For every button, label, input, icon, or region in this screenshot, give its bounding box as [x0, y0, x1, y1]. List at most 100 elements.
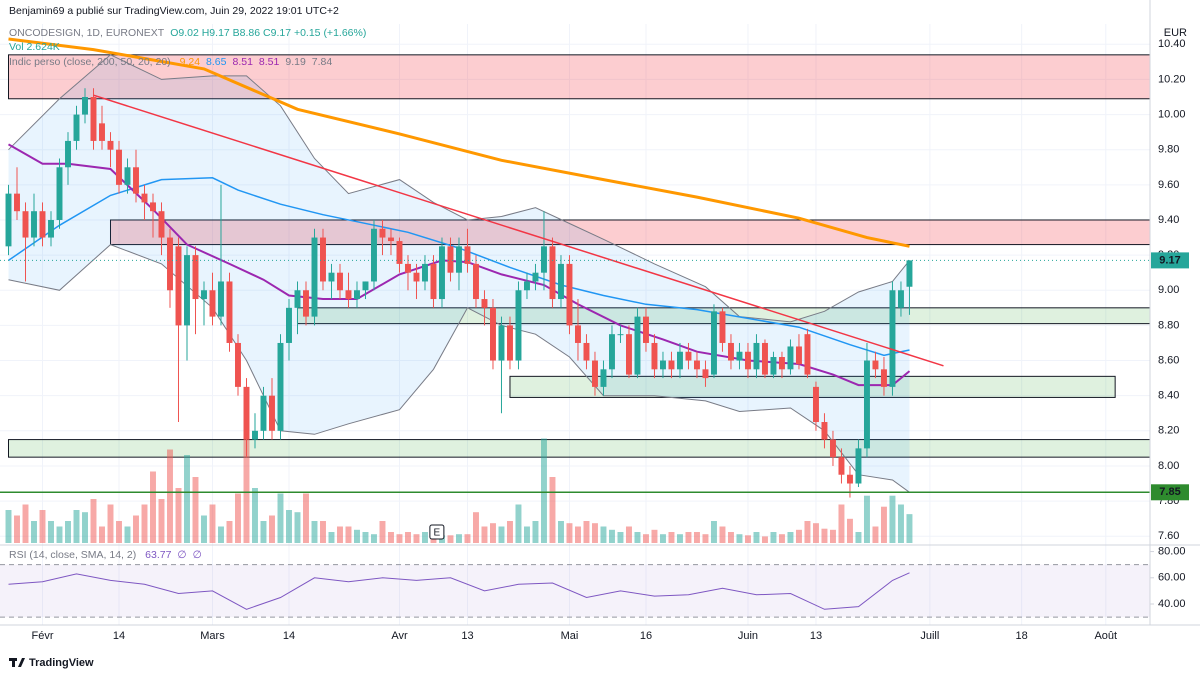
earnings-label: E: [434, 528, 441, 539]
symbol-line: ONCODESIGN, 1D, EURONEXT O9.02 H9.17 B8.8…: [9, 27, 372, 39]
rsi-band: [0, 564, 1150, 618]
indicator-value: 8.51: [232, 56, 253, 68]
annotations: Févr 14 Mars 14 Avr 13 Mai 16 Juin 13 Juill 18 Août 1…: [0, 38, 1189, 642]
volume-bar: [133, 515, 139, 543]
rsi-value: 63.77: [145, 549, 172, 561]
candle-body: [294, 290, 301, 308]
candle-body: [719, 311, 726, 343]
candle-body: [439, 246, 445, 300]
candle-body: [82, 97, 88, 115]
candle-body: [558, 263, 564, 300]
indicator-value: 7.84: [311, 56, 333, 68]
candle-body: [31, 211, 37, 238]
candle-body: [73, 114, 80, 141]
volume-bar: [218, 526, 224, 543]
y-tick-label: 9.60: [1158, 179, 1179, 191]
candle-body: [464, 246, 471, 264]
volume-bar: [812, 523, 819, 543]
footer-brand: TradingView: [29, 657, 94, 669]
volume-bar: [56, 526, 63, 543]
volume-bar: [39, 510, 46, 543]
volume-bar: [719, 526, 726, 543]
volume-bar: [65, 521, 71, 543]
candle-body: [175, 246, 182, 326]
volume-bar: [855, 532, 862, 543]
volume-bar: [685, 532, 692, 543]
candle-body: [481, 299, 488, 308]
candle-body: [447, 246, 454, 273]
candle-body: [141, 193, 148, 203]
candle-body: [5, 193, 12, 247]
volume-bar: [5, 510, 12, 543]
candle-body: [591, 360, 598, 387]
earnings-marker: [429, 524, 445, 540]
volume-bar: [625, 526, 632, 543]
volume-bar: [778, 534, 785, 543]
rsi-line: [8, 572, 910, 610]
indicator-value: 9.24: [179, 56, 201, 68]
rsi-title: RSI (14, close, SMA, 14, 2): [9, 549, 137, 561]
candle-body: [65, 140, 71, 168]
candle-body: [345, 290, 352, 300]
volume-bar: [73, 510, 80, 543]
candle-body: [56, 167, 63, 220]
volume-bar: [498, 526, 505, 543]
volume-bar: [396, 534, 403, 543]
volume-bar: [541, 438, 547, 543]
candle-body: [422, 263, 428, 282]
volume-bar: [642, 534, 649, 543]
price-label: 7.85: [1159, 486, 1180, 498]
candle-body: [167, 237, 173, 291]
volume-bar: [693, 532, 700, 543]
volume-bar: [371, 534, 377, 543]
currency: EUR: [1164, 27, 1187, 39]
candle-body: [116, 149, 122, 185]
volume-bar: [464, 534, 471, 543]
candle-body: [872, 360, 879, 370]
candle-body: [838, 457, 845, 475]
y-tick-label: 9.00: [1158, 284, 1179, 296]
x-tick-label: 16: [640, 630, 652, 642]
candle-body: [524, 281, 530, 291]
x-tick-label: Mai: [561, 630, 579, 642]
candle-body: [659, 360, 666, 370]
volume-bar: [821, 528, 828, 543]
volume-bar: [99, 526, 105, 543]
volume-bar: [515, 504, 522, 543]
moving-average: [8, 37, 910, 248]
candle-body: [39, 211, 46, 238]
volume-bar: [294, 512, 301, 543]
candle-body: [583, 342, 590, 361]
candle-body: [668, 360, 675, 370]
candle-body: [770, 357, 777, 375]
volume-bar: [413, 534, 420, 543]
volume-bar: [736, 534, 743, 543]
candle-body: [829, 439, 836, 458]
candle-body: [184, 255, 190, 326]
volume-bar: [150, 471, 156, 543]
indicator-value: 9.19: [285, 56, 306, 68]
x-tick-label: 13: [810, 630, 822, 642]
volume-bar: [575, 526, 581, 543]
volume-bar: [354, 529, 360, 543]
volume-bar: [184, 455, 190, 543]
candle-body: [99, 123, 105, 141]
candle-body: [158, 211, 165, 238]
candle-body: [736, 351, 743, 361]
candle-body: [22, 211, 29, 238]
volume-bar: [591, 523, 598, 543]
candle-body: [778, 357, 785, 370]
volume-bar: [226, 521, 233, 543]
candle-body: [566, 263, 573, 326]
symbol: ONCODESIGN, 1D, EURONEXT: [9, 27, 165, 39]
indicator-value: 8.51: [258, 56, 280, 68]
x-tick-label: 18: [1016, 630, 1028, 642]
indicator-title: Indic perso (close, 200, 50, 20, 20): [9, 56, 171, 68]
candle-body: [532, 272, 539, 282]
candle-body: [617, 334, 624, 336]
candle-body: [218, 281, 224, 317]
y-tick-label: 8.20: [1158, 425, 1179, 437]
candle-body: [549, 246, 556, 300]
volume-bar: [311, 521, 318, 543]
candle-body: [812, 386, 819, 423]
